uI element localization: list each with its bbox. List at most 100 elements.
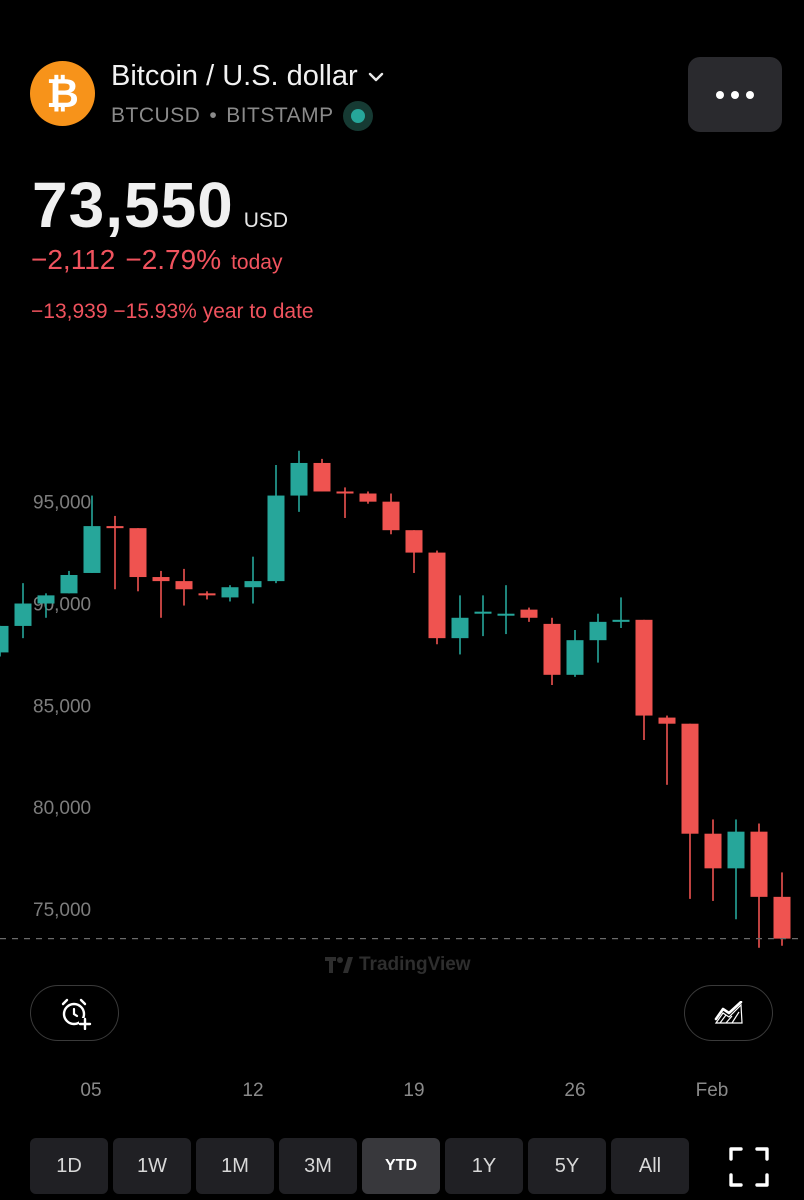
y-axis-label: 75,000 xyxy=(33,900,91,921)
tradingview-logo-icon xyxy=(325,957,353,973)
ytd-change-row: −13,939 −15.93% year to date xyxy=(31,300,314,324)
candle-body xyxy=(658,717,676,724)
bitcoin-logo-icon: ₿ xyxy=(30,61,95,126)
tradingview-watermark: TradingView xyxy=(325,954,471,976)
candle xyxy=(543,617,561,685)
candle xyxy=(428,550,446,645)
candle-body xyxy=(405,530,423,553)
candle xyxy=(704,819,722,901)
candle xyxy=(37,593,55,618)
range-tab-1w[interactable]: 1W xyxy=(113,1138,191,1194)
more-options-button[interactable] xyxy=(688,57,782,132)
symbol-subtitle: BTCUSD • BITSTAMP xyxy=(111,101,373,131)
ytd-label: year to date xyxy=(202,300,314,323)
candle xyxy=(658,715,676,785)
candle-body xyxy=(290,462,308,496)
candle-body xyxy=(474,611,492,614)
candle-body xyxy=(175,581,193,590)
more-horizontal-icon xyxy=(716,90,724,99)
candle-body xyxy=(566,640,584,675)
candle xyxy=(727,819,745,920)
candle xyxy=(497,585,515,635)
daily-change-row: −2,112 −2.79% today xyxy=(31,244,282,276)
symbol-title: Bitcoin / U.S. dollar xyxy=(111,60,358,92)
y-axis-label: 80,000 xyxy=(33,798,91,819)
candle-body xyxy=(267,495,285,582)
range-tab-3m[interactable]: 3M xyxy=(279,1138,357,1194)
candle xyxy=(451,595,469,655)
candle-body xyxy=(543,623,561,675)
candle xyxy=(313,458,331,492)
chevron-down-icon xyxy=(368,72,383,81)
candle-body xyxy=(129,528,147,578)
market-status-dot-icon xyxy=(342,101,373,131)
ticker-label: BTCUSD xyxy=(111,104,201,127)
range-tab-1d[interactable]: 1D xyxy=(30,1138,108,1194)
candle xyxy=(520,607,538,622)
candle-body xyxy=(451,617,469,639)
candle xyxy=(773,872,791,946)
candle-body xyxy=(727,831,745,869)
time-range-tabs: 1D 1W 1M 3M YTD 1Y 5Y All xyxy=(30,1138,689,1194)
candle xyxy=(566,630,584,677)
candle xyxy=(681,723,699,899)
add-alert-button[interactable] xyxy=(30,985,119,1041)
candle xyxy=(129,528,147,592)
fullscreen-icon[interactable] xyxy=(728,1146,770,1188)
candle-body xyxy=(152,577,170,582)
candle xyxy=(359,491,377,504)
candle-body xyxy=(681,723,699,834)
candle-body xyxy=(520,609,538,618)
candle xyxy=(382,493,400,535)
chart-compare-icon xyxy=(714,1001,743,1024)
x-axis-label: 12 xyxy=(242,1080,264,1101)
candle-body xyxy=(221,587,239,598)
candle-body xyxy=(336,491,354,494)
chart-style-button[interactable] xyxy=(684,985,773,1041)
candle-body xyxy=(428,552,446,639)
candle-body xyxy=(198,593,216,596)
candle xyxy=(589,613,607,663)
candle xyxy=(267,465,285,584)
candle-body xyxy=(313,462,331,492)
candle-body xyxy=(773,896,791,939)
candle xyxy=(0,625,9,657)
candle xyxy=(474,595,492,637)
range-tab-all[interactable]: All xyxy=(611,1138,689,1194)
x-axis-label: Feb xyxy=(695,1080,729,1101)
range-tab-1y[interactable]: 1Y xyxy=(445,1138,523,1194)
candle xyxy=(60,570,78,594)
candle-body xyxy=(83,526,101,573)
subtitle-separator: • xyxy=(209,104,218,127)
ytd-change-abs: −13,939 xyxy=(31,300,108,323)
ytd-change-pct: −15.93% xyxy=(113,300,197,323)
daily-change-pct: −2.79% xyxy=(125,244,222,275)
y-axis-label: 85,000 xyxy=(33,696,91,717)
range-tab-5y[interactable]: 5Y xyxy=(528,1138,606,1194)
exchange-label: BITSTAMP xyxy=(226,104,334,127)
candle-body xyxy=(14,603,32,626)
candle-body xyxy=(612,619,630,622)
candle-body xyxy=(359,493,377,502)
candle xyxy=(83,495,101,573)
range-tab-1m[interactable]: 1M xyxy=(196,1138,274,1194)
daily-change-period: today xyxy=(231,251,283,274)
candle xyxy=(198,591,216,600)
candle xyxy=(175,568,193,606)
alarm-add-icon xyxy=(61,998,91,1030)
symbol-title-dropdown[interactable]: Bitcoin / U.S. dollar xyxy=(111,60,386,93)
candle xyxy=(221,585,239,602)
candle-body xyxy=(0,625,9,653)
candle xyxy=(244,556,262,604)
range-tab-ytd[interactable]: YTD xyxy=(362,1138,440,1194)
candle-body xyxy=(704,833,722,869)
candle-body xyxy=(589,621,607,641)
candle-body xyxy=(497,613,515,616)
candle-body xyxy=(106,526,124,529)
x-axis-label: 05 xyxy=(80,1080,102,1101)
x-axis-label: 26 xyxy=(564,1080,586,1101)
candle-body xyxy=(37,595,55,604)
watermark-text: TradingView xyxy=(359,954,471,975)
